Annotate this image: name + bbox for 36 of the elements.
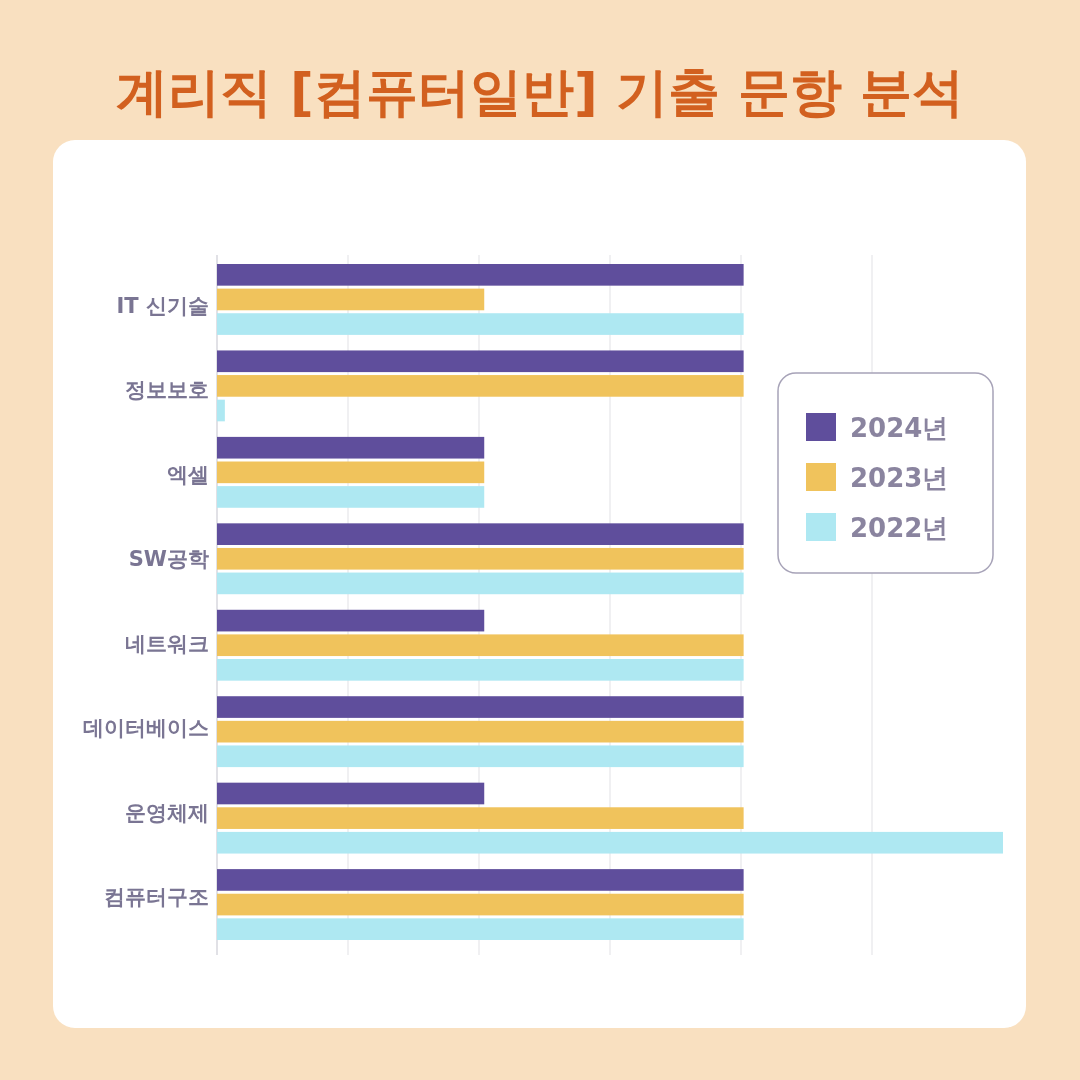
y-tick-label: 운영체제 <box>125 800 209 825</box>
bar <box>217 720 744 743</box>
bar <box>217 264 744 286</box>
legend-label: 2024년 <box>850 413 949 443</box>
y-tick-label: IT 신기술 <box>116 293 209 318</box>
chart-title: 계리직 [컴퓨터일반] 기출 문항 분석 <box>116 62 964 122</box>
legend-label: 2023년 <box>850 463 949 493</box>
y-tick-label: 컴퓨터구조 <box>104 885 209 910</box>
bar <box>217 893 744 916</box>
bar <box>217 634 744 657</box>
bar <box>217 288 485 311</box>
bar <box>217 609 485 632</box>
y-tick-label: 네트워크 <box>125 631 209 656</box>
bar <box>217 807 744 829</box>
bar <box>217 399 225 422</box>
y-tick-label: 데이터베이스 <box>83 716 209 741</box>
bar <box>217 572 744 595</box>
bar <box>217 523 744 545</box>
bar <box>217 696 744 718</box>
legend-label: 2022년 <box>850 513 949 543</box>
bar <box>217 461 485 484</box>
y-tick-label: 정보보호 <box>125 378 209 403</box>
bar <box>217 350 744 373</box>
bar <box>217 313 744 335</box>
y-tick-label: 엑셀 <box>167 462 209 487</box>
bar <box>217 831 1003 854</box>
bar <box>217 918 744 940</box>
bar <box>217 782 485 805</box>
bar <box>217 659 744 681</box>
bar <box>217 547 744 570</box>
bar <box>217 745 744 768</box>
bar <box>217 375 744 397</box>
bar <box>217 869 744 891</box>
bar <box>217 436 485 459</box>
bar <box>217 486 485 508</box>
y-tick-label: SW공학 <box>128 547 209 572</box>
